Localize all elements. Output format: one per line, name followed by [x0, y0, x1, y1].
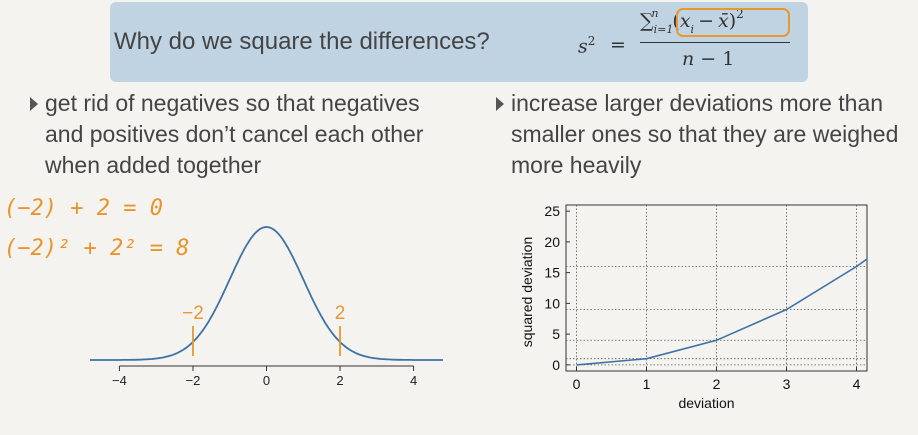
banner-question: Why do we square the differences? [114, 28, 490, 55]
bullet-left: get rid of negatives so that negatives a… [30, 88, 450, 181]
y-tick-label: 10 [544, 295, 560, 311]
handwritten-line-2: (−2)² + 2² = 8 [4, 236, 190, 261]
x-axis-label: deviation [678, 395, 734, 411]
normal-x-tick-label: 4 [410, 373, 417, 388]
normal-x-tick-label: −4 [112, 373, 127, 388]
term-x: x [679, 10, 691, 32]
question-banner: Why do we square the differences? s2 = ∑… [110, 2, 808, 82]
normal-x-tick-label: 2 [336, 373, 343, 388]
fraction-line [640, 42, 790, 43]
y-tick-label: 15 [544, 265, 560, 281]
formula-equals: = [610, 34, 626, 56]
x-tick-label: 1 [643, 376, 651, 392]
normal-x-tick-label: −2 [186, 373, 201, 388]
formula-lhs: s2 [578, 34, 595, 57]
x-tick-label: 0 [573, 376, 581, 392]
formula-denominator: n − 1 [682, 48, 734, 70]
annotation-label: −2 [182, 303, 204, 324]
x-tick-label: 4 [853, 376, 861, 392]
term-minus: − [698, 10, 714, 32]
x-tick-label: 3 [783, 376, 791, 392]
sum-symbol: ∑ [640, 10, 654, 32]
annotation-label: 2 [335, 303, 346, 324]
bullet-triangle-icon [496, 97, 504, 111]
handwritten-line-1: (−2) + 2 = 0 [4, 196, 163, 221]
bullet-right: increase larger deviations more than sma… [496, 88, 916, 181]
bullet-right-text: increase larger deviations more than sma… [511, 90, 899, 178]
squared-term-highlight [676, 8, 790, 37]
den-n: n [682, 48, 695, 70]
variance-formula: s2 = ∑i=1n (xi − x̄)2 n − 1 [578, 6, 804, 78]
bullet-triangle-icon [30, 97, 38, 111]
term-i: i [690, 23, 695, 36]
y-tick-label: 5 [552, 326, 560, 342]
y-tick-label: 0 [552, 357, 560, 373]
squared-series-line [576, 258, 868, 366]
bullet-left-text: get rid of negatives so that negatives a… [45, 90, 424, 178]
formula-lhs-s: s [578, 35, 588, 58]
normal-curve-line [90, 226, 443, 361]
den-rest: − 1 [694, 48, 735, 70]
formula-lhs-power: 2 [587, 34, 596, 48]
y-tick-label: 25 [544, 203, 560, 219]
sum-lower: i=1 [653, 23, 674, 36]
sum-upper: n [651, 7, 659, 20]
term-close: ) [728, 10, 737, 32]
term-power: 2 [736, 7, 744, 21]
y-axis-label: squared deviation [519, 237, 535, 348]
x-tick-label: 2 [713, 376, 721, 392]
term-xbar: x̄ [718, 10, 729, 32]
y-tick-label: 20 [544, 234, 560, 250]
normal-x-tick-label: 0 [263, 373, 270, 388]
